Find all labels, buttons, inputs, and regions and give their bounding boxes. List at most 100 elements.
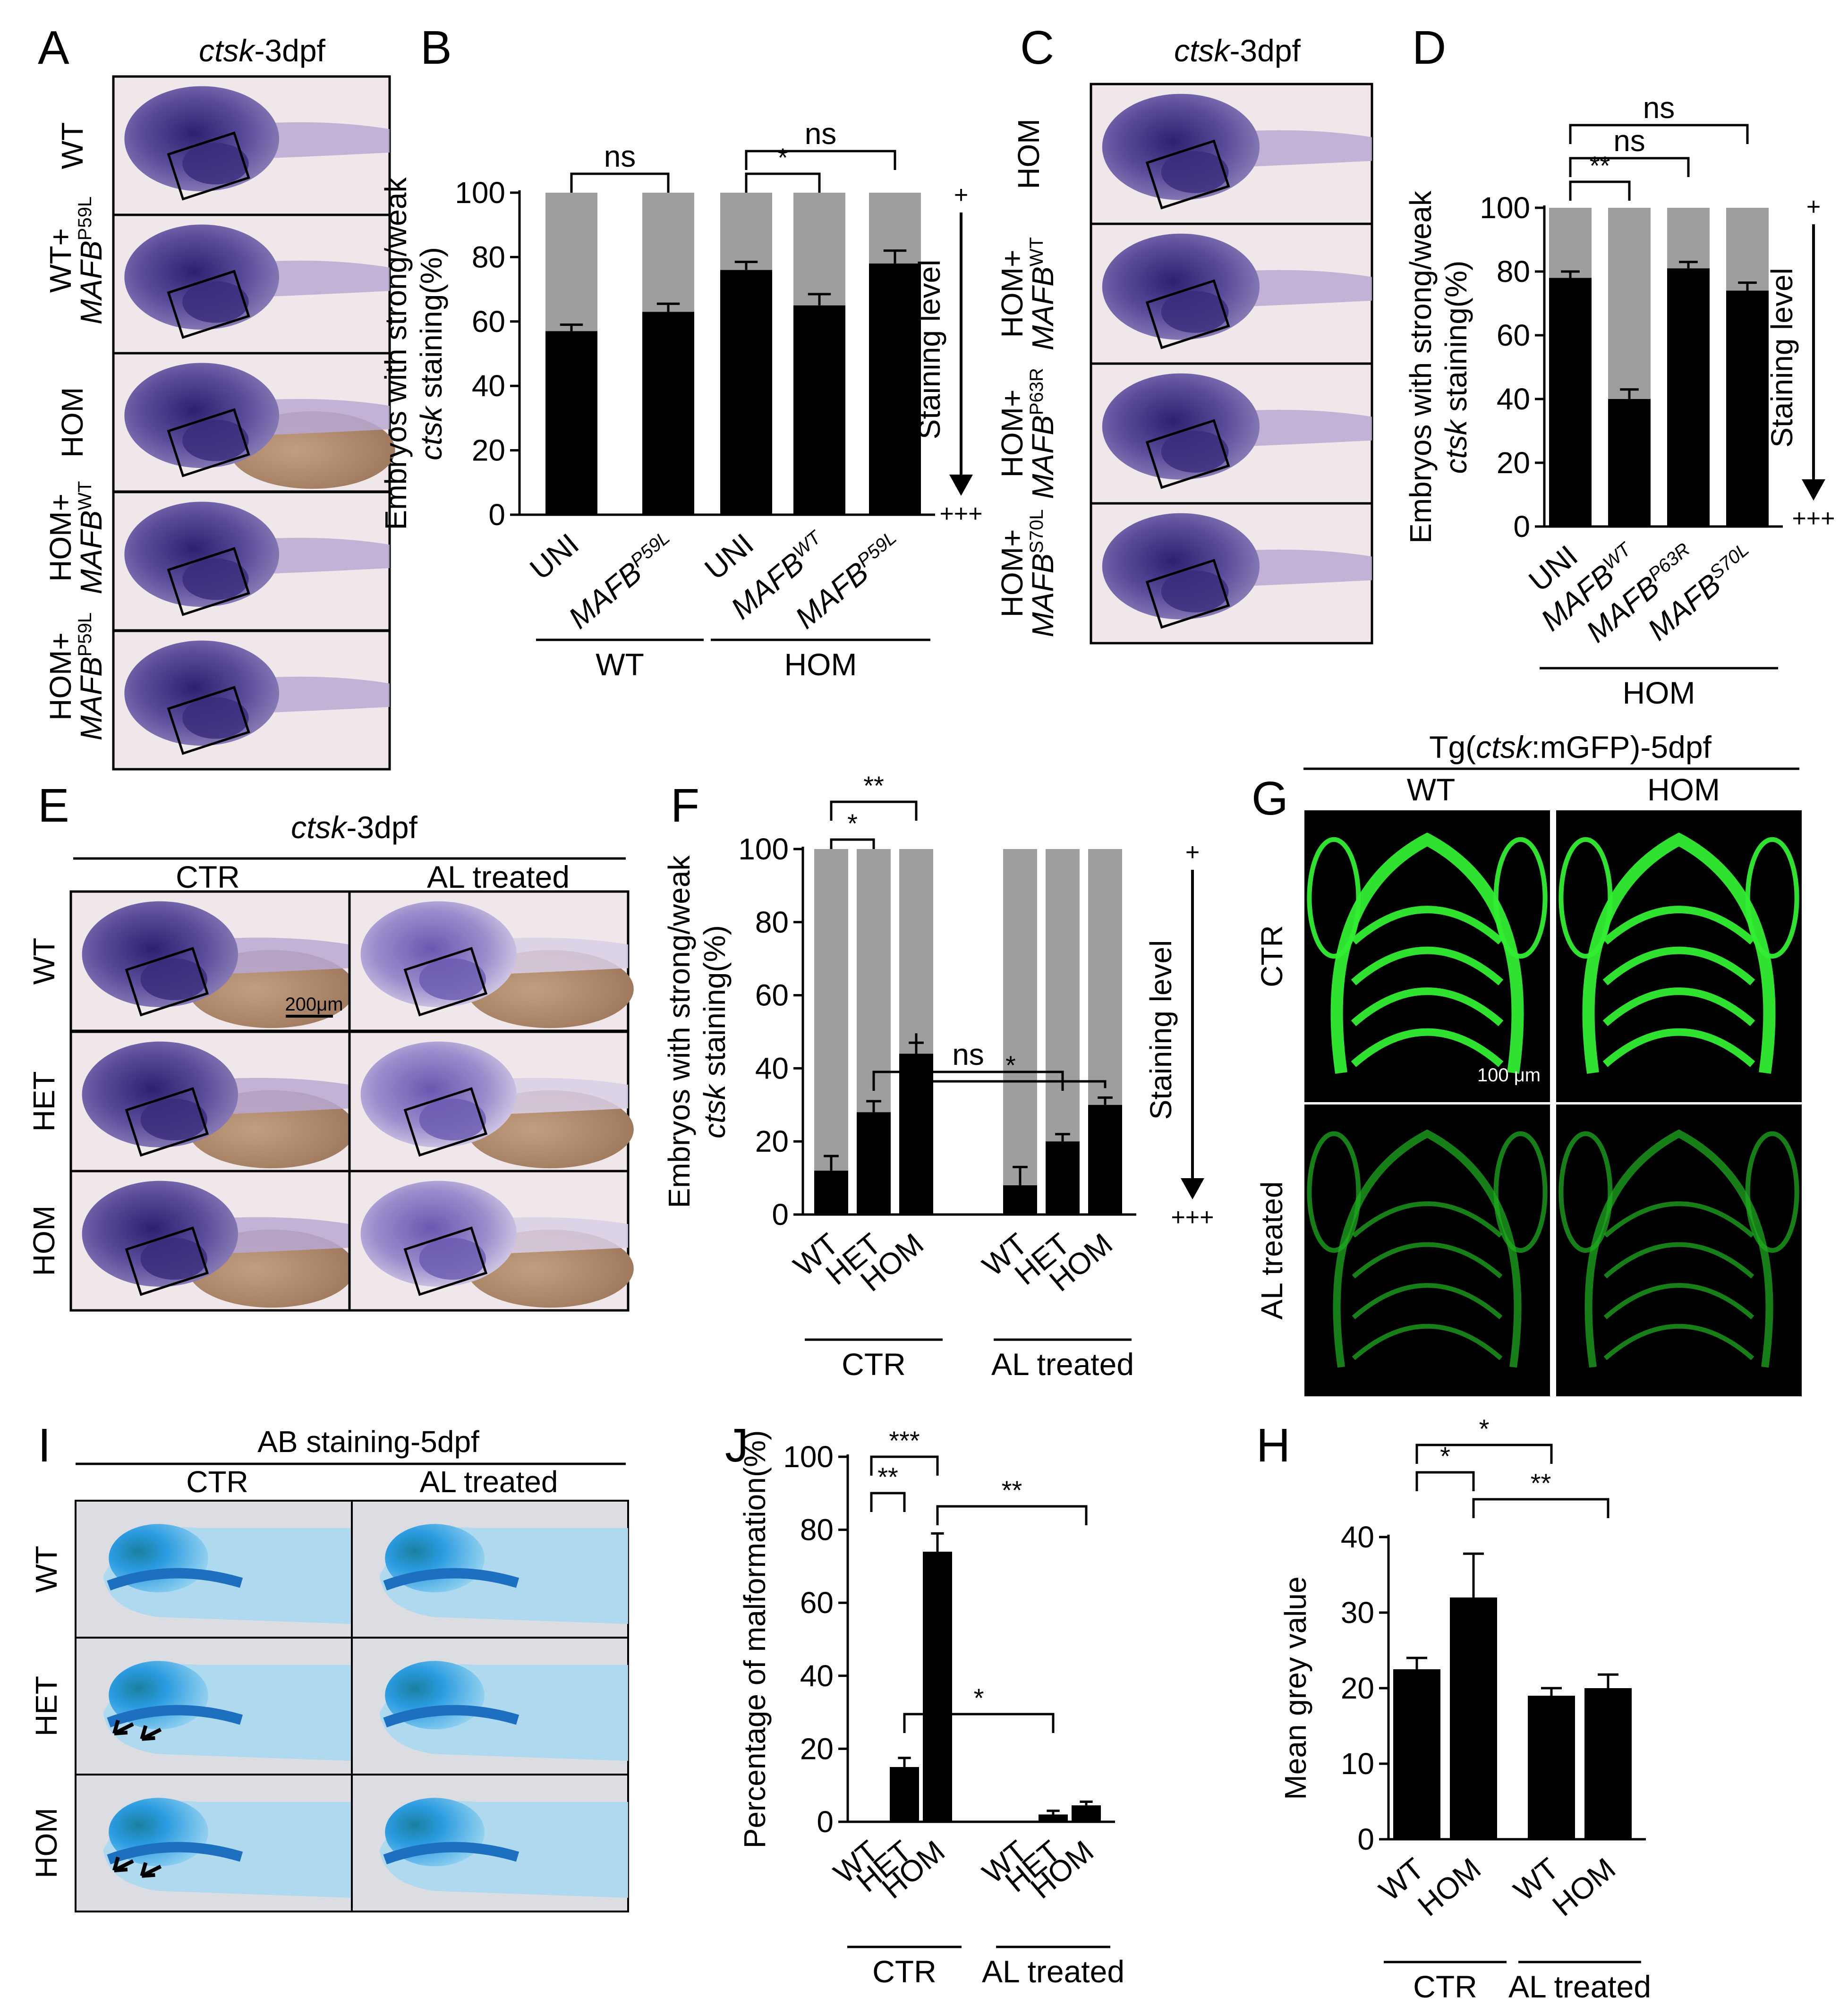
region-box bbox=[403, 947, 488, 1017]
jaw-stain bbox=[1161, 291, 1229, 333]
panel-g-image bbox=[1556, 810, 1802, 1102]
arch-stroke bbox=[1602, 906, 1755, 945]
significance-label: ** bbox=[877, 1462, 898, 1492]
x-tick-label: UNI bbox=[523, 527, 585, 586]
eye-outline-left bbox=[1307, 1131, 1361, 1253]
panel-c-image-1 bbox=[1090, 83, 1373, 225]
panel-e-image bbox=[348, 1170, 634, 1312]
staining-arrow-head bbox=[1802, 479, 1825, 501]
significance-bracket bbox=[1569, 124, 1749, 144]
arch-stroke bbox=[1351, 946, 1504, 986]
text-run: ctsk bbox=[199, 33, 255, 68]
text-run: ctsk bbox=[414, 405, 448, 460]
significance-label: ns bbox=[604, 139, 636, 173]
panel-g-row-label: CTR bbox=[1255, 925, 1289, 987]
jaw-stain bbox=[182, 558, 249, 600]
jaw-cartilage bbox=[383, 1568, 519, 1591]
region-box bbox=[403, 1087, 488, 1157]
bar bbox=[1039, 1814, 1068, 1822]
y-tick-label: 20 bbox=[755, 1124, 789, 1158]
significance-bracket bbox=[915, 1033, 1107, 1088]
arrow-icon bbox=[112, 1719, 134, 1735]
bar bbox=[1667, 268, 1710, 527]
arch-stroke bbox=[1351, 1028, 1504, 1067]
staining-level-label: Staining level bbox=[1144, 940, 1178, 1120]
panel-a-row-label: WT+ bbox=[43, 228, 77, 293]
panel-a-image-4 bbox=[112, 491, 391, 632]
panel-a-title: ctsk-3dpf bbox=[199, 33, 325, 68]
arch-stroke bbox=[1603, 1283, 1754, 1319]
chart-j: 0 20 40 60 80 100 Percentage of malformation(%… bbox=[738, 1426, 1124, 1989]
panel-i-col-label: CTR bbox=[186, 1465, 248, 1499]
staining-plus3-label: +++ bbox=[939, 500, 982, 527]
superscript: P59L bbox=[75, 196, 95, 240]
panel-c-row-gene: MAFBWT bbox=[1026, 237, 1060, 350]
panel-a-row-label: HOM+ bbox=[43, 632, 77, 721]
y-axis-label: Percentage of malformation(%) bbox=[738, 1430, 772, 1849]
superscript: P59L bbox=[75, 612, 95, 656]
y-axis-label: Embryos with strong/weak bbox=[662, 855, 696, 1208]
jaw-stain bbox=[419, 958, 486, 1001]
panel-letter-e: E bbox=[38, 779, 69, 832]
eye-outline-left bbox=[1558, 1131, 1613, 1253]
panel-e-image bbox=[69, 1170, 355, 1312]
panel-i-image bbox=[75, 1637, 353, 1776]
y-tick-label: 20 bbox=[800, 1732, 834, 1766]
panel-c-title: ctsk-3dpf bbox=[1174, 33, 1301, 68]
significance-bracket bbox=[903, 1713, 1055, 1733]
significance-label: ns bbox=[805, 117, 837, 151]
significance-bracket bbox=[745, 150, 896, 170]
panel-letter-i: I bbox=[38, 1419, 51, 1472]
jaw-stain bbox=[182, 697, 249, 739]
panel-i-image bbox=[351, 1774, 629, 1912]
significance-label: ** bbox=[863, 771, 884, 800]
significance-bracket bbox=[870, 1492, 906, 1512]
chart-f: 0 20 40 60 80 100 Embryos with strong/weak ctsk… bbox=[662, 771, 1214, 1382]
y-tick-label: 20 bbox=[1497, 446, 1530, 480]
panel-c-image-4 bbox=[1090, 502, 1373, 645]
panel-c-image-2 bbox=[1090, 222, 1373, 365]
panel-e-image bbox=[348, 1030, 634, 1172]
jaw-stain bbox=[182, 143, 249, 185]
significance-bracket bbox=[830, 800, 918, 821]
bar bbox=[1393, 1669, 1440, 1839]
arch-stroke bbox=[1352, 1201, 1503, 1238]
text-run: HOM+ bbox=[995, 390, 1029, 478]
text-run: MAFB bbox=[562, 555, 648, 635]
y-tick-label: 40 bbox=[1341, 1520, 1374, 1554]
significance-label: ** bbox=[1590, 151, 1610, 180]
bar-remainder bbox=[1088, 849, 1122, 1105]
y-tick-label: 0 bbox=[817, 1805, 834, 1839]
bar-remainder bbox=[545, 193, 597, 331]
y-tick-label: 100 bbox=[738, 832, 789, 866]
jaw-cartilage bbox=[383, 1705, 519, 1728]
significance-bracket bbox=[1472, 1498, 1610, 1518]
y-axis-label: Embryos with strong/weak bbox=[379, 177, 413, 530]
text-run: staining(%) bbox=[414, 247, 448, 407]
significance-label: * bbox=[778, 143, 788, 172]
staining-plus3-label: +++ bbox=[1792, 505, 1835, 532]
jaw-cartilage bbox=[107, 1842, 243, 1865]
panel-i-row-label: HOM bbox=[29, 1808, 63, 1878]
significance-bracket bbox=[1415, 1471, 1475, 1491]
significance-bracket bbox=[1569, 157, 1690, 177]
arch-stroke bbox=[1602, 1028, 1755, 1067]
bar bbox=[814, 1171, 848, 1215]
significance-label: * bbox=[1479, 1414, 1490, 1444]
y-tick-label: 30 bbox=[1341, 1596, 1374, 1630]
significance-bracket bbox=[570, 172, 670, 193]
significance-label: * bbox=[1005, 1050, 1016, 1080]
bar bbox=[1450, 1597, 1497, 1839]
jaw-cartilage bbox=[107, 1568, 243, 1591]
panel-letter-h: H bbox=[1256, 1419, 1290, 1472]
y-axis-label: ctsk staining(%) bbox=[698, 925, 732, 1138]
cartilage-outline bbox=[1333, 1129, 1522, 1368]
arch-stroke bbox=[1351, 987, 1504, 1027]
y-tick-label: 100 bbox=[783, 1440, 834, 1474]
panel-g-col-label: HOM bbox=[1647, 772, 1720, 807]
jaw-cartilage bbox=[107, 1705, 243, 1728]
y-tick-label: 10 bbox=[1341, 1747, 1374, 1781]
significance-label: * bbox=[974, 1683, 984, 1713]
panel-c-row-label: HOM+ bbox=[995, 250, 1029, 338]
text-run: Tg( bbox=[1429, 730, 1476, 765]
